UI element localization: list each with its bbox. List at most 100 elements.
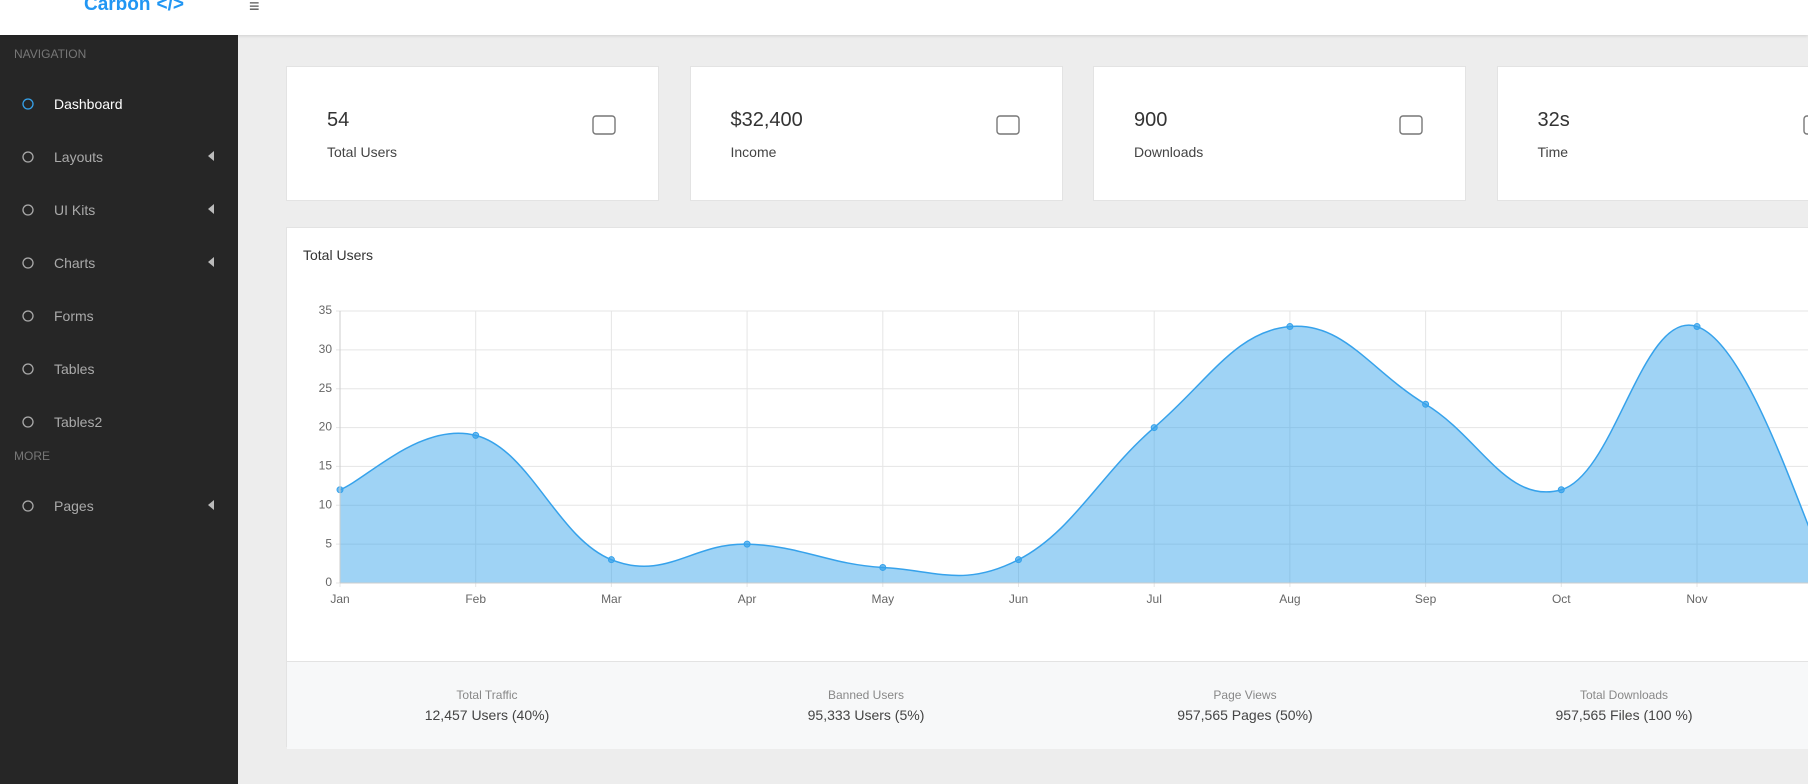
stat-icon	[995, 115, 1020, 135]
y-tick-label: 30	[319, 342, 333, 356]
footer-stat-value: 957,565 Files (100 %)	[1555, 707, 1693, 723]
footer-stat-label: Total Downloads	[1579, 688, 1669, 702]
point	[1557, 486, 1565, 494]
point	[472, 431, 480, 439]
nav-icon	[22, 500, 34, 512]
x-tick-label: Oct	[1552, 592, 1571, 606]
nav-icon	[22, 151, 34, 163]
x-tick-label: Jul	[1147, 592, 1162, 606]
nav-item[interactable]: Charts	[0, 243, 238, 283]
footer-stat: Total Downloads 957,565 Files (100 %)	[1474, 688, 1774, 723]
stat-card: 54 Total Users	[286, 66, 659, 201]
chart-card: Total Users 0 5 10 15 20 25 30 35 Jan Feb Mar Apr Ma…	[286, 227, 1808, 749]
stat-card: 32s Time	[1496, 66, 1808, 201]
stat-card: 900 Downloads	[1093, 66, 1466, 201]
nav-arrow	[208, 151, 214, 161]
area	[340, 325, 1808, 583]
logo-mark: </>	[156, 0, 184, 15]
point	[1286, 323, 1294, 331]
nav-label: UI Kits	[54, 202, 96, 218]
nav-item[interactable]: UI Kits	[0, 190, 238, 230]
footer-stat-value: 95,333 Users (5%)	[807, 707, 925, 723]
footer-stat-label: Banned Users	[827, 688, 905, 702]
y-tick-label: 15	[319, 459, 333, 473]
nav-icon	[22, 204, 34, 216]
logo[interactable]: Carbon </>	[78, 0, 184, 16]
footer-stats: Total Traffic 12,457 Users (40%) Banned Us…	[287, 661, 1808, 749]
line	[339, 324, 1808, 577]
x-tick-label: May	[871, 592, 894, 606]
x-tick-label: Sep	[1415, 592, 1437, 606]
nav-arrow	[208, 500, 214, 510]
stat-value: 32s	[1537, 109, 1570, 131]
nav-arrow	[208, 204, 214, 214]
footer-stat-value: 12,457 Users (40%)	[424, 707, 550, 723]
footer-stat: Page Views 957,565 Pages (50%)	[1095, 688, 1395, 723]
y-tick-label: 5	[325, 536, 332, 550]
stat-icon	[1802, 115, 1808, 135]
nav-icon	[22, 98, 34, 110]
nav-item[interactable]: Forms	[0, 296, 238, 336]
stat-card: $32,400 Income	[689, 66, 1063, 201]
chart-title: Total Users	[303, 247, 374, 263]
stat-label: Total Users	[327, 144, 398, 160]
point	[1693, 323, 1701, 331]
nav-icon	[22, 416, 34, 428]
footer-stat-label: Total Traffic	[456, 688, 518, 702]
footer-stat-value: 957,565 Pages (50%)	[1177, 707, 1313, 723]
y-tick-label: 10	[319, 497, 333, 511]
point	[1150, 424, 1158, 432]
nav-item[interactable]: Pages	[0, 486, 238, 526]
nav-icon	[22, 257, 34, 269]
x-tick-label: Jun	[1009, 592, 1028, 606]
y-tick-label: 0	[325, 575, 332, 589]
point	[607, 556, 615, 564]
nav-item[interactable]: Dashboard	[0, 84, 238, 124]
point	[743, 540, 751, 548]
stat-label: Downloads	[1134, 144, 1204, 160]
x-tick-label: Nov	[1686, 592, 1707, 606]
nav-label: Tables	[54, 361, 95, 377]
nav-label: Forms	[54, 308, 94, 324]
section-title: NAVIGATION	[14, 47, 87, 61]
nav-label: Charts	[54, 255, 96, 271]
stat-value: 900	[1134, 109, 1168, 131]
point	[879, 563, 887, 571]
stat-value: 54	[327, 109, 350, 131]
menu-toggle[interactable]: ≡	[249, 0, 260, 16]
nav-item[interactable]: Tables2	[0, 402, 238, 442]
y-tick-label: 20	[319, 420, 333, 434]
x-tick-label: Jan	[330, 592, 349, 606]
stat-value: $32,400	[730, 109, 803, 131]
chart: 0 5 10 15 20 25 30 35 Jan Feb Mar Apr May Jun Jul Aug Se…	[319, 303, 1808, 606]
x-tick-label: Aug	[1279, 592, 1300, 606]
footer-stat: Total Traffic 12,457 Users (40%)	[337, 688, 637, 723]
nav-icon	[22, 310, 34, 322]
nav-label: Layouts	[54, 149, 104, 165]
header: Carbon </> ≡	[0, 0, 1808, 35]
nav-item[interactable]: Tables	[0, 349, 238, 389]
y-tick-label: 35	[319, 303, 333, 317]
sidebar: NAVIGATION Dashboard Layouts UI Kits Charts F…	[0, 35, 238, 784]
nav-arrow	[208, 257, 214, 267]
y-tick-label: 25	[319, 381, 333, 395]
x-tick-label: Feb	[465, 592, 486, 606]
stat-label: Time	[1537, 144, 1569, 160]
point	[1015, 556, 1022, 564]
footer-stat-label: Page Views	[1213, 688, 1277, 702]
nav-item[interactable]: Layouts	[0, 137, 238, 177]
nav-label: Dashboard	[54, 96, 123, 112]
section-title: MORE	[14, 449, 50, 463]
x-tick-label: Mar	[601, 592, 622, 606]
stat-icon	[592, 115, 616, 135]
nav-label: Tables2	[54, 414, 103, 430]
footer-stat: Banned Users 95,333 Users (5%)	[716, 688, 1016, 723]
nav-label: Pages	[54, 498, 94, 514]
stat-label: Income	[730, 144, 777, 160]
x-tick-label: Apr	[738, 592, 757, 606]
nav-icon	[22, 363, 34, 375]
stat-icon	[1399, 115, 1423, 135]
logo-text: Carbon	[84, 0, 151, 15]
point	[1422, 400, 1430, 408]
